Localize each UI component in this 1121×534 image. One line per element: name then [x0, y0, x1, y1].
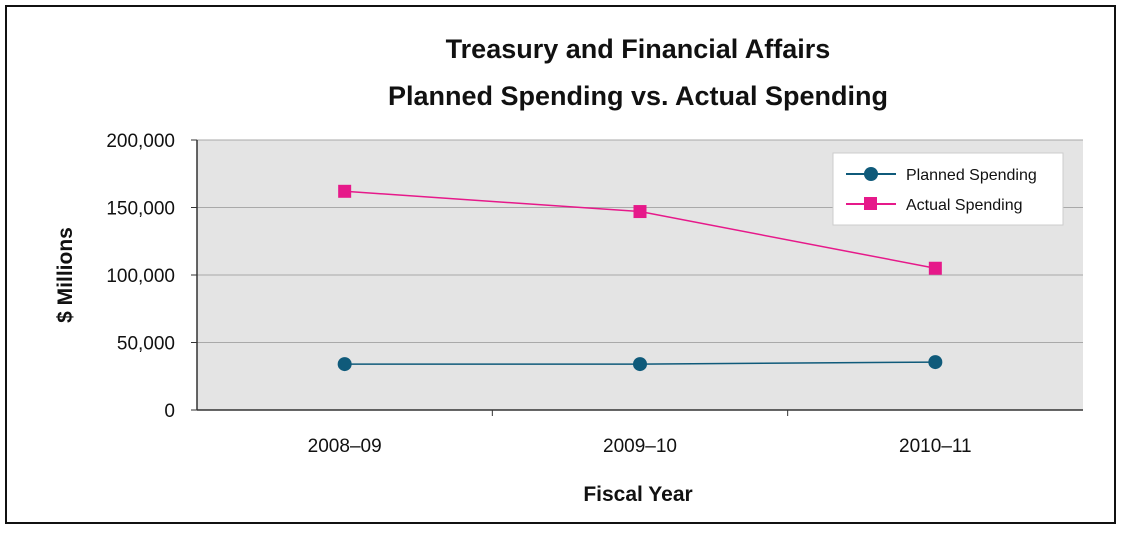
legend-swatch-actual-marker [864, 197, 877, 210]
x-tick-label: 2010–11 [899, 436, 972, 457]
data-point-actual [338, 184, 352, 198]
data-point-planned [633, 357, 647, 372]
x-tick-label: 2008–09 [308, 436, 382, 457]
legend-swatch-planned-marker [864, 167, 878, 181]
y-tick-label: 100,000 [106, 266, 175, 287]
data-point-actual [633, 205, 647, 219]
data-point-actual [928, 261, 942, 275]
series-layer [337, 184, 943, 372]
y-tick-label: 50,000 [117, 334, 175, 355]
axis-layer [191, 139, 1083, 416]
x-tick-labels: 2008–09 2009–10 2010–11 [308, 436, 972, 457]
x-tick-label: 2009–10 [603, 436, 677, 457]
legend-label-actual: Actual Spending [906, 197, 1023, 214]
data-point-planned [928, 355, 943, 370]
data-point-planned [337, 357, 352, 372]
chart-subtitle: Planned Spending vs. Actual Spending [388, 81, 888, 111]
legend-label-planned: Planned Spending [906, 167, 1037, 184]
y-axis-title: $ Millions [54, 227, 77, 323]
chart-title: Treasury and Financial Affairs [446, 34, 831, 64]
legend-box [832, 152, 1064, 226]
y-tick-label: 0 [164, 401, 175, 422]
legend: Planned Spending Actual Spending [832, 152, 1064, 226]
y-tick-labels: 0 50,000 100,000 150,000 200,000 [106, 131, 175, 422]
y-tick-label: 150,000 [106, 199, 175, 220]
y-tick-label: 200,000 [106, 131, 175, 152]
x-axis-title: Fiscal Year [583, 483, 692, 506]
